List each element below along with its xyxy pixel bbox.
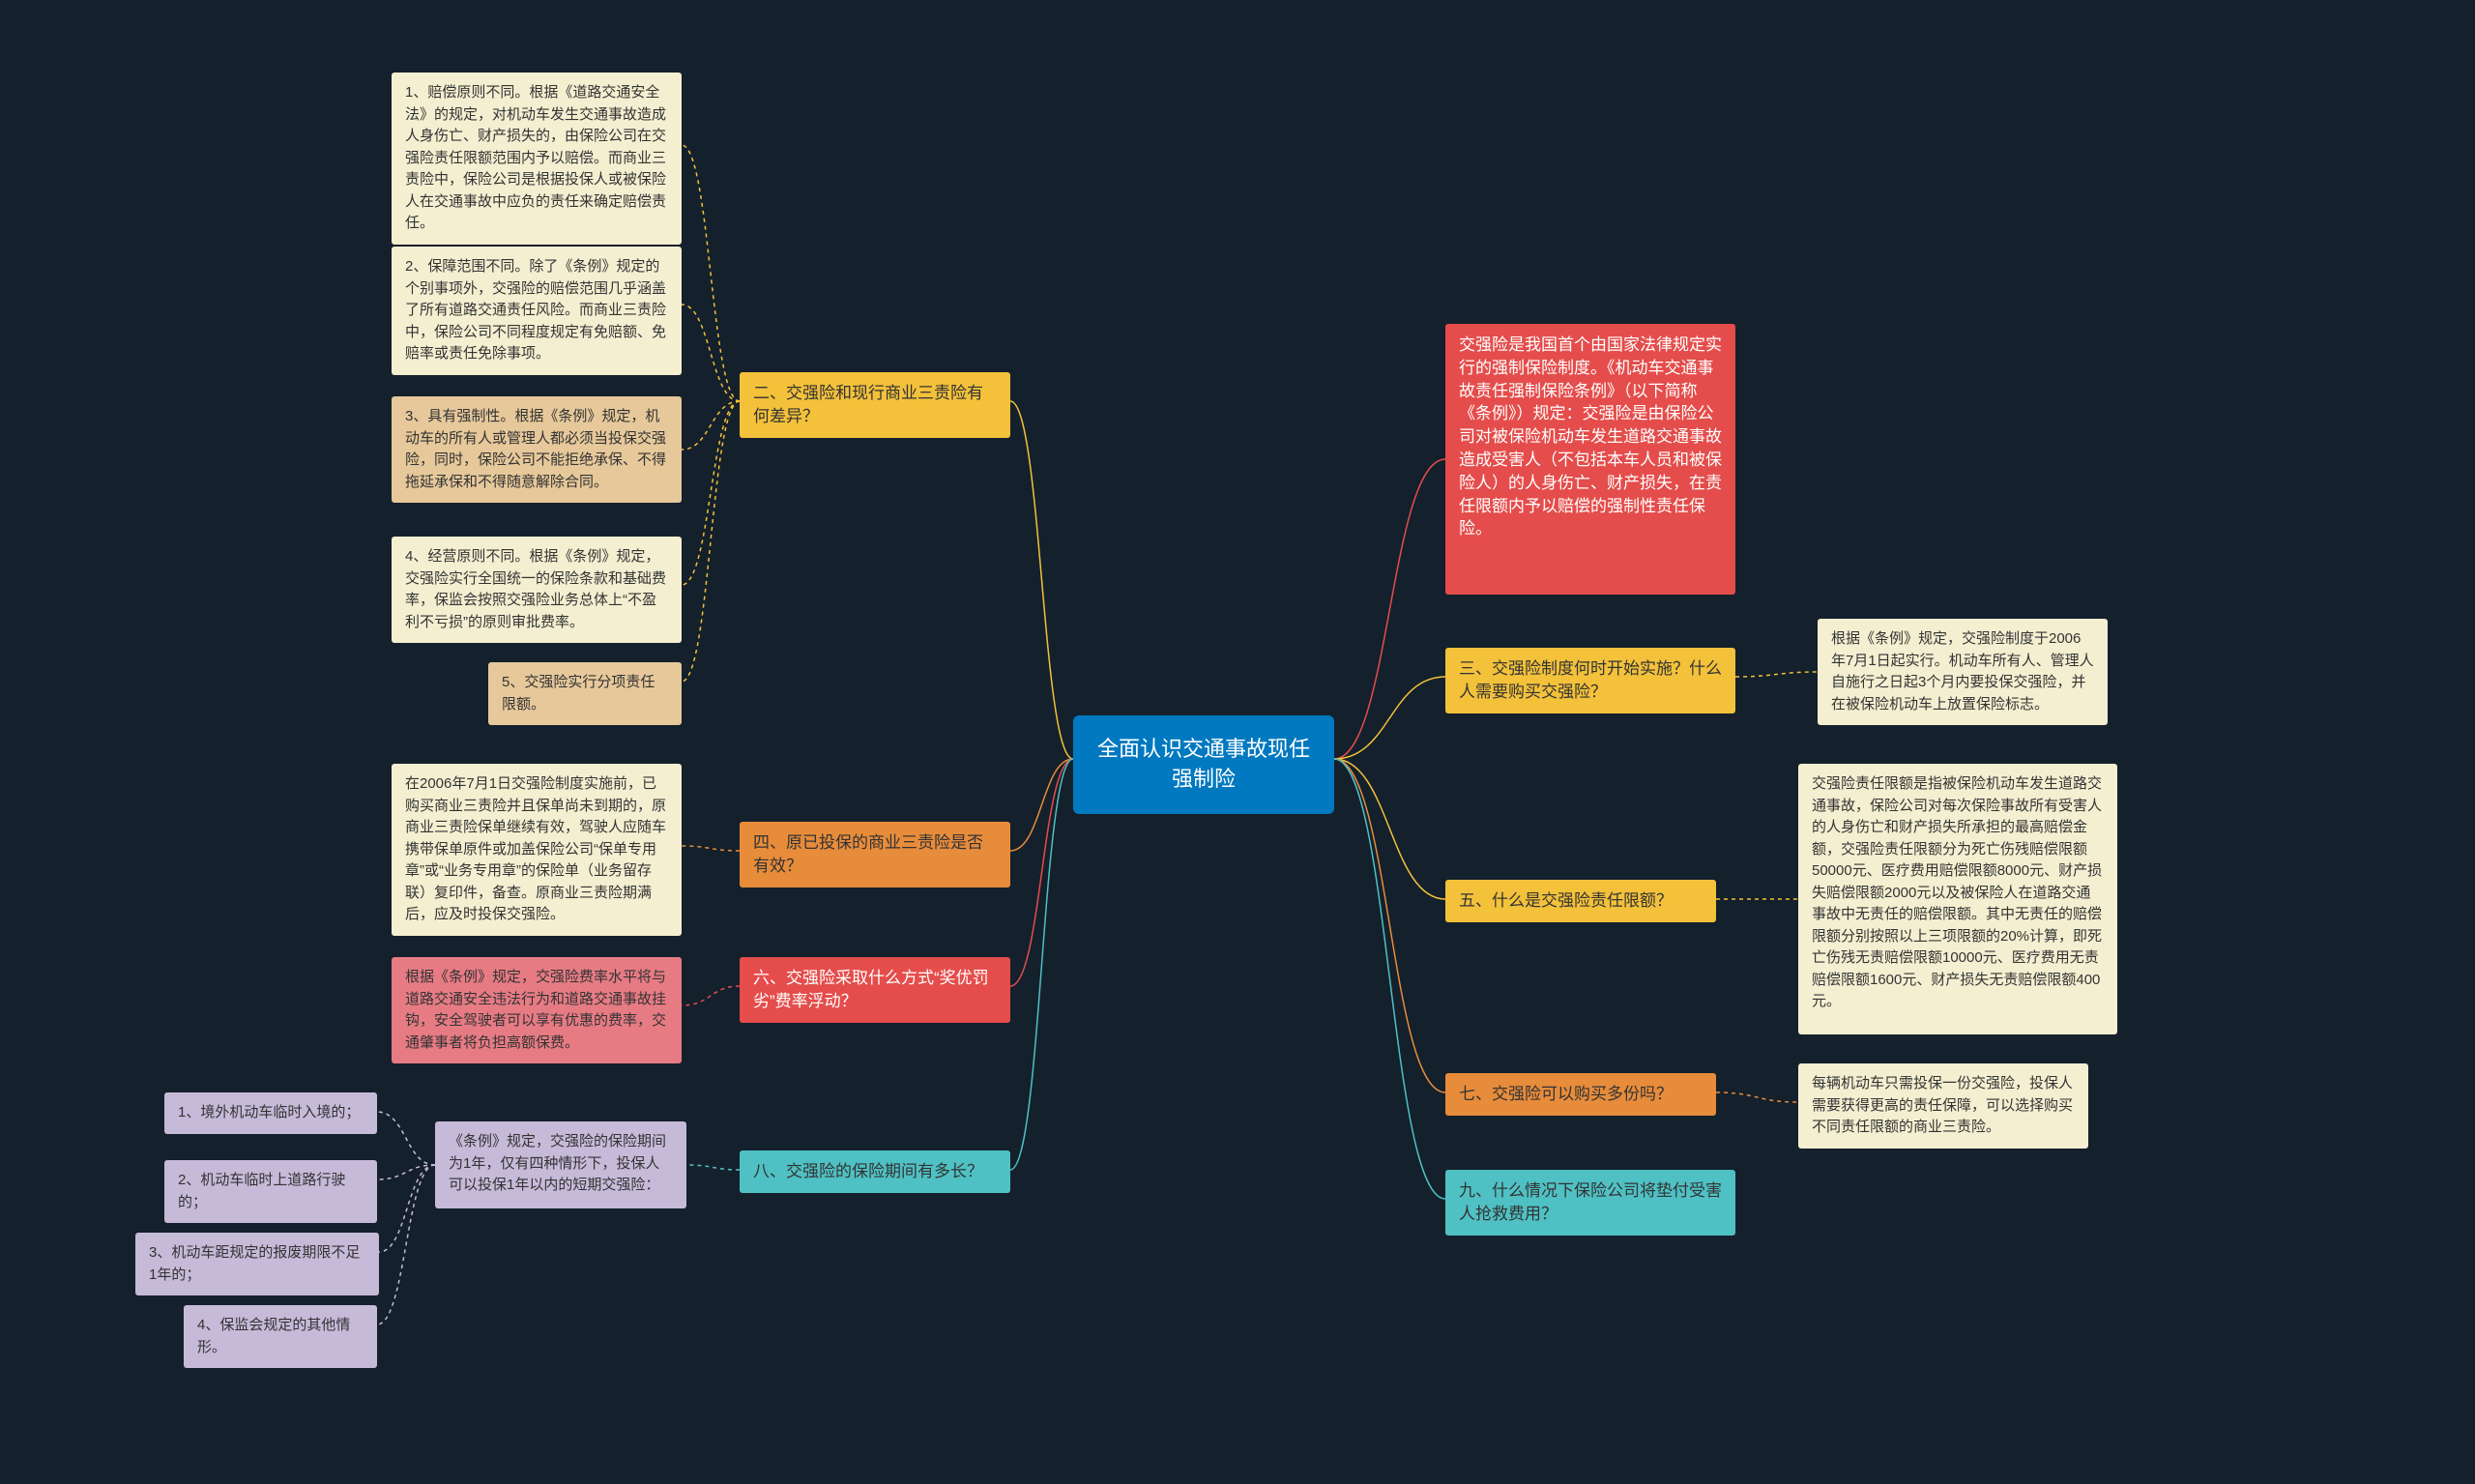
branch-node: 三、交强险制度何时开始实施？什么人需要购买交强险？	[1445, 648, 1735, 713]
detail-node: 每辆机动车只需投保一份交强险，投保人需要获得更高的责任保障，可以选择购买不同责任…	[1798, 1063, 2088, 1149]
detail-node: 3、机动车距规定的报废期限不足1年的；	[135, 1233, 379, 1295]
detail-node: 1、赔偿原则不同。根据《道路交通安全法》的规定，对机动车发生交通事故造成人身伤亡…	[392, 73, 682, 245]
detail-node: 5、交强险实行分项责任限额。	[488, 662, 682, 725]
branch-node: 二、交强险和现行商业三责险有何差异？	[740, 372, 1010, 438]
detail-node: 4、经营原则不同。根据《条例》规定，交强险实行全国统一的保险条款和基础费率，保监…	[392, 537, 682, 643]
center-node: 全面认识交通事故现任强制险	[1073, 715, 1334, 814]
detail-node: 交强险责任限额是指被保险机动车发生道路交通事故，保险公司对每次保险事故所有受害人…	[1798, 764, 2117, 1034]
detail-node: 根据《条例》规定，交强险费率水平将与道路交通安全违法行为和道路交通事故挂钩，安全…	[392, 957, 682, 1063]
detail-node: 根据《条例》规定，交强险制度于2006年7月1日起实行。机动车所有人、管理人自施…	[1818, 619, 2108, 725]
branch-node: 四、原已投保的商业三责险是否有效？	[740, 822, 1010, 887]
branch-node: 六、交强险采取什么方式“奖优罚劣”费率浮动？	[740, 957, 1010, 1023]
detail-node: 2、保障范围不同。除了《条例》规定的个别事项外，交强险的赔偿范围几乎涵盖了所有道…	[392, 247, 682, 375]
detail-node: 2、机动车临时上道路行驶的；	[164, 1160, 377, 1223]
branch-node: 七、交强险可以购买多份吗？	[1445, 1073, 1716, 1116]
detail-node: 3、具有强制性。根据《条例》规定，机动车的所有人或管理人都必须当投保交强险，同时…	[392, 396, 682, 503]
branch-node: 五、什么是交强险责任限额？	[1445, 880, 1716, 922]
detail-node: 4、保监会规定的其他情形。	[184, 1305, 377, 1368]
detail-node: 1、境外机动车临时入境的；	[164, 1092, 377, 1134]
branch-node: 九、什么情况下保险公司将垫付受害人抢救费用？	[1445, 1170, 1735, 1236]
detail-node: 在2006年7月1日交强险制度实施前，已购买商业三责险并且保单尚未到期的，原商业…	[392, 764, 682, 936]
detail-node: 《条例》规定，交强险的保险期间为1年，仅有四种情形下，投保人可以投保1年以内的短…	[435, 1121, 686, 1208]
branch-node: 八、交强险的保险期间有多长？	[740, 1150, 1010, 1193]
branch-node: 交强险是我国首个由国家法律规定实行的强制保险制度。《机动车交通事故责任强制保险条…	[1445, 324, 1735, 595]
